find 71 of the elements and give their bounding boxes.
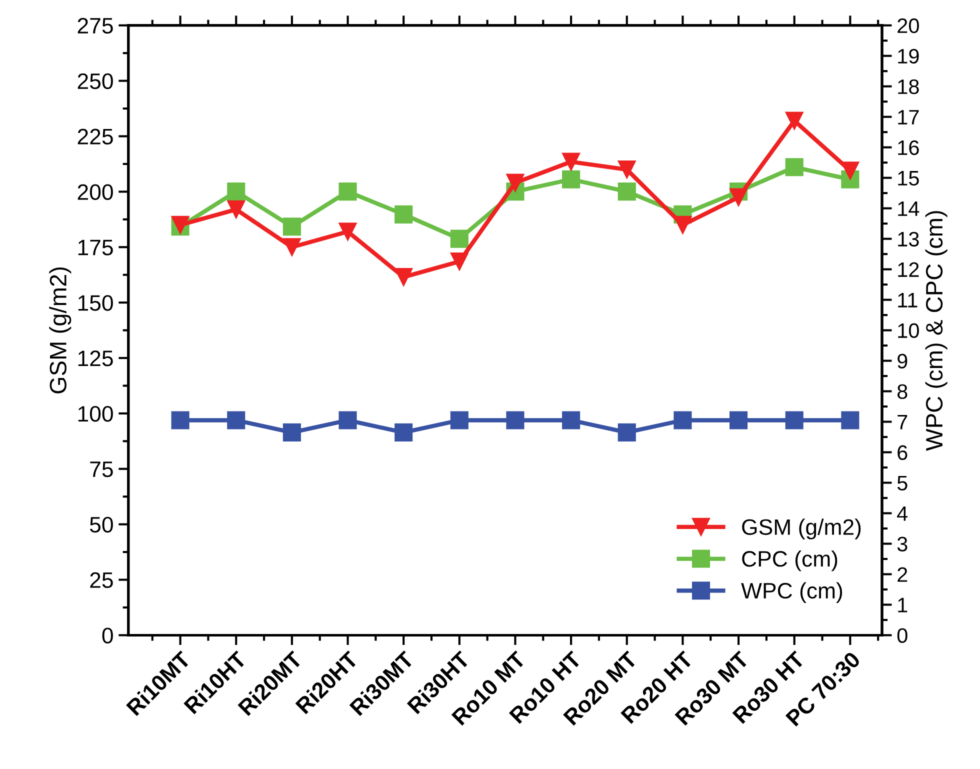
y2-tick-label: 7 <box>898 414 908 430</box>
y-tick-label: 200 <box>78 184 113 200</box>
point <box>562 152 580 171</box>
point <box>841 411 860 430</box>
point <box>674 411 692 430</box>
point <box>338 182 357 201</box>
y-tick-label: 175 <box>78 240 113 256</box>
point <box>338 222 357 241</box>
y2-tick-label: 5 <box>897 476 908 490</box>
point <box>506 174 524 192</box>
point <box>785 158 804 176</box>
point <box>450 230 468 248</box>
y-tick-label: 275 <box>78 18 113 34</box>
legend-label: GSM (g/m2) <box>742 518 861 540</box>
point <box>450 252 468 271</box>
y-tick-label: 0 <box>102 628 113 644</box>
y2-tick-label: 11 <box>898 293 918 308</box>
y2-axis-title: WPC (cm) & CPC (cm) <box>925 211 948 451</box>
y-tick-label: 50 <box>90 516 113 533</box>
y2-tick-label: 13 <box>898 232 919 247</box>
point <box>730 411 748 430</box>
point <box>674 216 692 234</box>
y2-tick-label: 10 <box>898 323 919 338</box>
point <box>282 218 301 236</box>
y2-tick-label: 17 <box>898 110 919 124</box>
point <box>506 411 524 430</box>
point <box>785 411 804 430</box>
y2-tick-label: 19 <box>898 48 919 64</box>
point <box>450 411 468 430</box>
y2-tick-label: 6 <box>898 445 908 460</box>
y2-tick-label: 9 <box>898 354 908 369</box>
point <box>394 423 413 442</box>
point <box>562 170 580 188</box>
y2-tick-label: 15 <box>898 171 919 186</box>
y-tick-label: 100 <box>78 406 113 422</box>
legend-label: WPC (cm) <box>741 582 842 603</box>
y-tick-label: 125 <box>78 350 113 366</box>
point <box>171 411 190 430</box>
point <box>227 182 246 201</box>
y2-tick-label: 16 <box>898 140 919 156</box>
y2-tick-label: 3 <box>897 536 908 552</box>
y2-tick-label: 2 <box>898 567 908 582</box>
point <box>562 411 580 430</box>
point <box>394 268 413 286</box>
y2-tick-label: 0 <box>897 628 908 643</box>
y-tick-label: 250 <box>78 73 113 90</box>
y2-tick-label: 20 <box>898 18 919 34</box>
y-tick-label: 225 <box>78 128 113 145</box>
point <box>730 188 748 206</box>
point <box>785 112 804 130</box>
point <box>618 182 636 201</box>
point <box>618 423 636 442</box>
y2-tick-label: 4 <box>897 506 908 521</box>
y-tick-label: 150 <box>78 295 113 311</box>
point <box>282 423 301 442</box>
y2-tick-label: 14 <box>898 202 920 216</box>
point <box>841 162 860 180</box>
point <box>618 160 636 179</box>
point <box>282 238 301 256</box>
point <box>227 411 246 430</box>
y2-tick-label: 1 <box>898 598 908 612</box>
y-tick-label: 25 <box>90 572 113 588</box>
point <box>227 200 246 218</box>
y2-tick-label: 18 <box>898 79 919 94</box>
legend-label: CPC (cm) <box>742 550 838 572</box>
point <box>338 411 357 430</box>
y-tick-label: 75 <box>90 462 113 478</box>
point <box>394 205 413 224</box>
y2-tick-label: 12 <box>898 262 919 277</box>
y2-tick-label: 8 <box>897 384 908 400</box>
y-axis-title: GSM (g/m2) <box>49 267 72 394</box>
